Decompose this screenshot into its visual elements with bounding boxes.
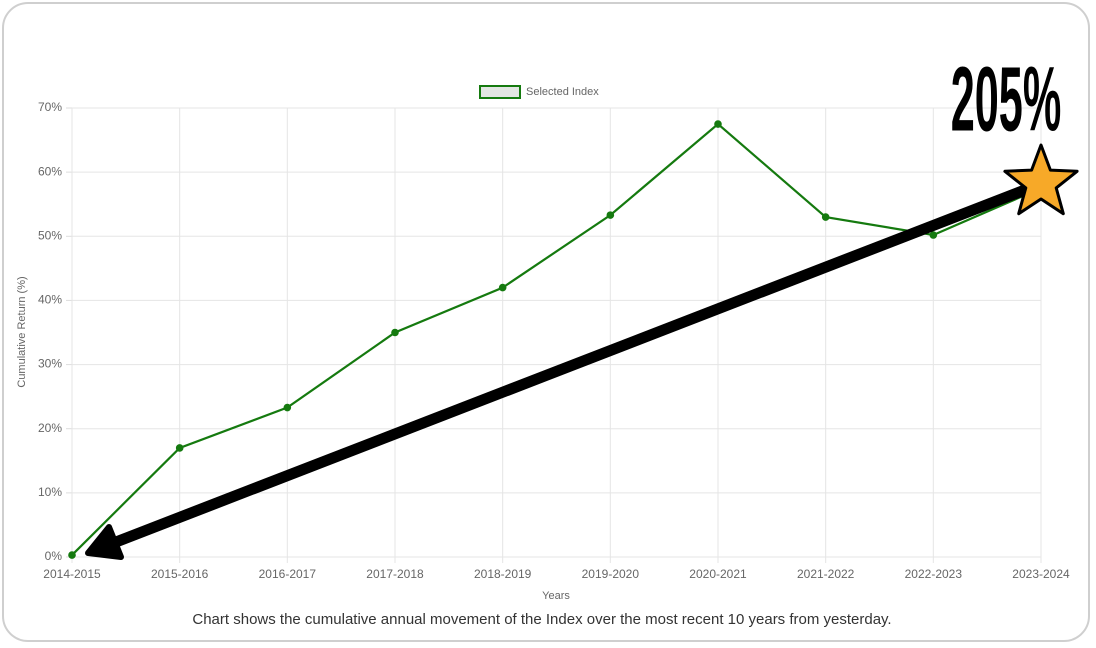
arrow-head	[85, 524, 124, 560]
y-tick-label: 0%	[45, 549, 63, 563]
data-line	[71, 122, 1042, 556]
x-tick-label: 2019-2020	[582, 567, 640, 581]
data-point	[283, 403, 292, 412]
x-tick-label: 2015-2016	[151, 567, 209, 581]
x-tick-label: 2018-2019	[474, 567, 532, 581]
y-tick-label: 30%	[38, 357, 62, 371]
data-point	[606, 211, 615, 219]
y-tick-label: 40%	[38, 293, 62, 307]
x-tick-label: 2014-2015	[43, 567, 101, 581]
data-point	[175, 444, 184, 452]
x-tick-label: 2023-2024	[1012, 567, 1070, 581]
y-tick-label: 60%	[38, 164, 62, 178]
grid: 0% 10% 20% 30% 40% 50% 60% 70% 2014-2015 2015-201…	[38, 100, 1070, 581]
arrow	[85, 182, 1032, 560]
star	[1003, 143, 1079, 216]
y-tick-label: 20%	[38, 421, 62, 435]
y-axis-title: Cumulative Return (%)	[16, 276, 28, 387]
data-point	[821, 213, 830, 221]
caption: Chart shows the cumulative annual moveme…	[192, 611, 891, 628]
x-axis-title: Years	[542, 590, 570, 602]
data-point	[929, 231, 938, 239]
data-point	[68, 551, 76, 559]
legend-label: Selected Index	[526, 86, 599, 98]
data-point	[498, 283, 507, 292]
x-tick-label: 2022-2023	[905, 567, 963, 581]
data-point	[714, 120, 722, 128]
y-tick-label: 50%	[38, 228, 62, 242]
x-tick-label: 2016-2017	[259, 567, 317, 581]
legend-swatch	[479, 85, 521, 99]
arrow-shaft	[114, 182, 1032, 548]
x-tick-label: 2020-2021	[689, 567, 747, 581]
y-tick-label: 70%	[38, 100, 62, 114]
annotation: 205%	[951, 48, 1062, 150]
data-point	[391, 328, 399, 337]
y-tick-label: 10%	[38, 485, 62, 499]
x-tick-label: 2021-2022	[797, 567, 855, 581]
x-tick-label: 2017-2018	[366, 567, 424, 581]
